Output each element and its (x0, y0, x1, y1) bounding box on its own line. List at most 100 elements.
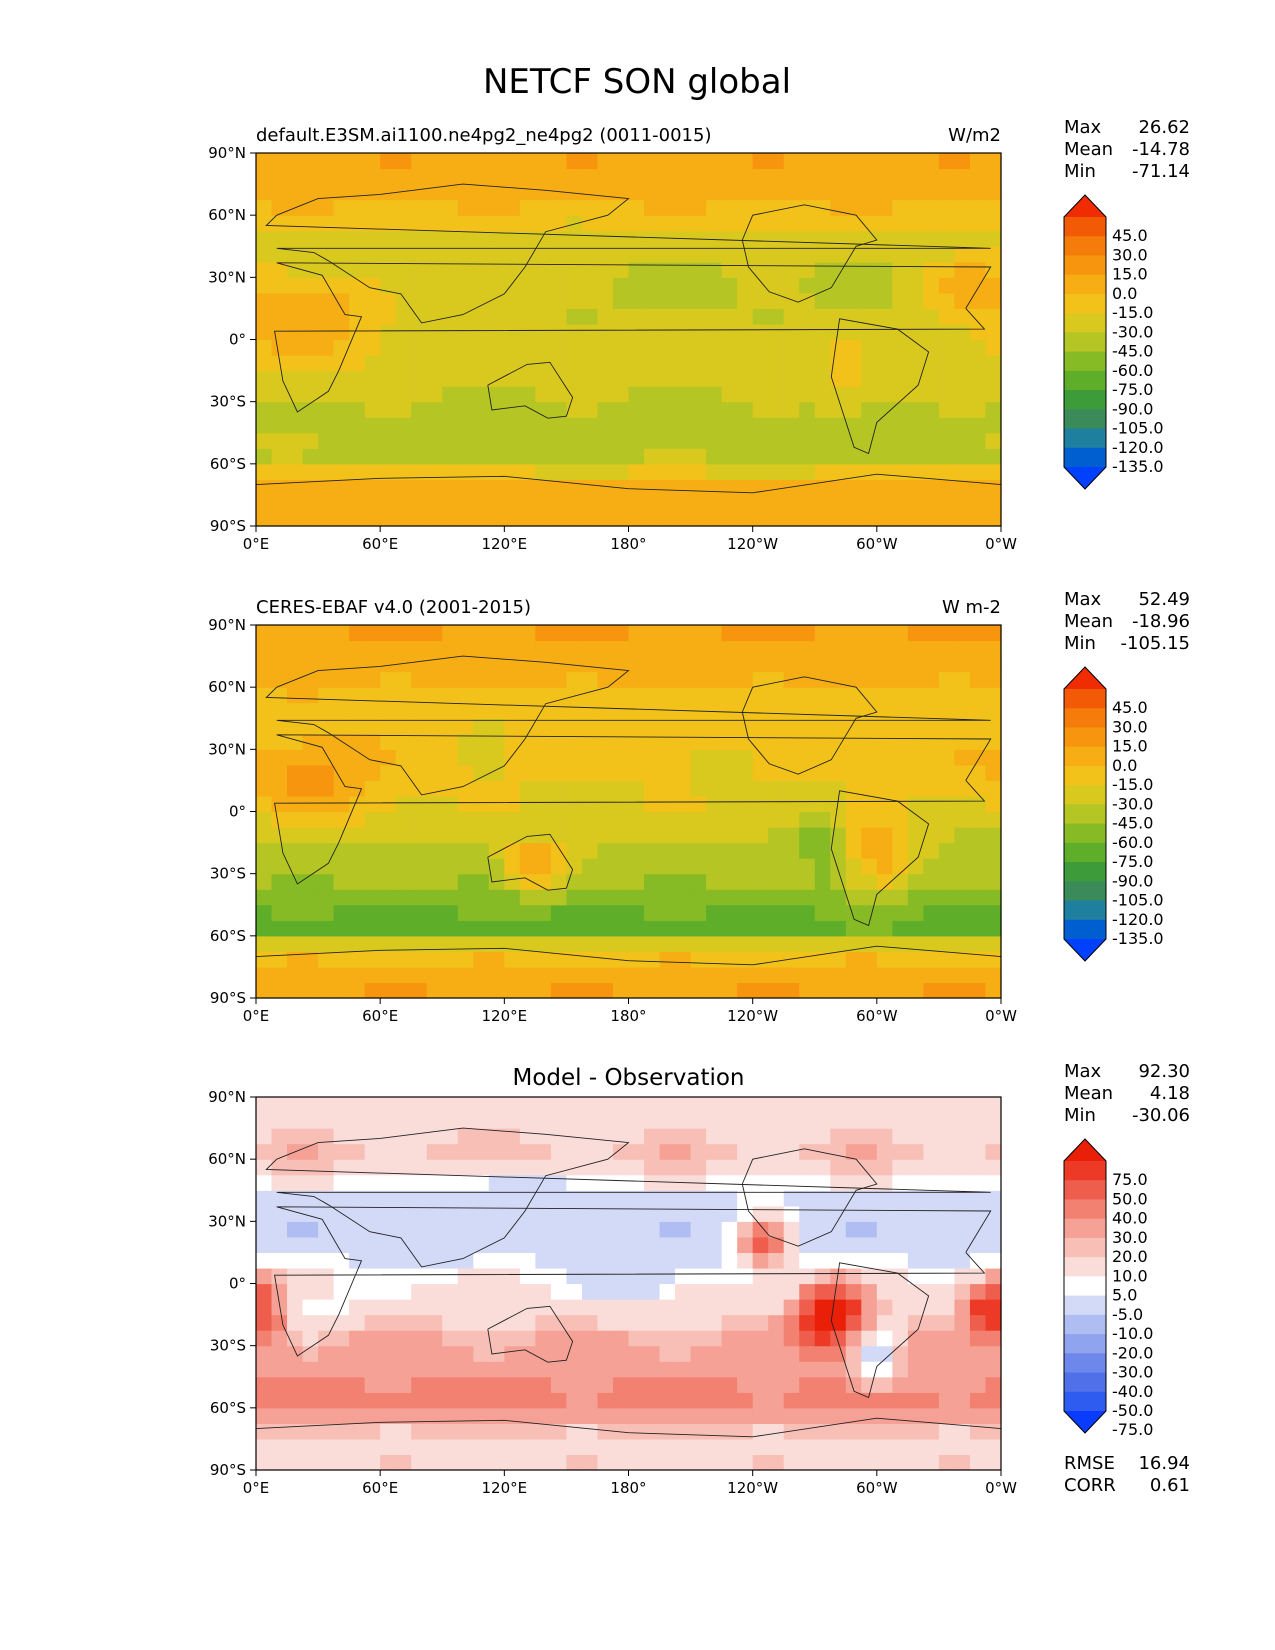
field-cell (519, 1205, 536, 1222)
field-cell (659, 1454, 676, 1471)
field-cell (333, 1361, 350, 1378)
field-cell (426, 355, 443, 372)
field-cell (597, 1159, 614, 1176)
field-cell (876, 702, 893, 719)
field-cell (349, 1330, 366, 1347)
field-cell (830, 982, 847, 999)
field-cell (783, 702, 800, 719)
field-cell (907, 1112, 924, 1129)
field-cell (349, 448, 366, 465)
field-cell (566, 1376, 583, 1393)
field-cell (287, 1423, 304, 1440)
field-cell (721, 448, 738, 465)
field-cell (473, 656, 490, 673)
field-cell (830, 656, 847, 673)
field-cell (954, 904, 971, 921)
field-cell (923, 417, 940, 434)
field-cell (581, 827, 599, 844)
field-cell (473, 1205, 490, 1222)
field-cell (690, 982, 707, 999)
field-cell (395, 1097, 412, 1114)
field-cell (675, 153, 692, 170)
field-cell (799, 1159, 816, 1176)
field-cell (488, 510, 505, 527)
field-cell (907, 355, 924, 372)
field-cell (519, 951, 536, 968)
field-cell (799, 417, 816, 434)
field-cell (721, 292, 738, 310)
field-cell (581, 842, 599, 859)
field-cell (566, 230, 583, 247)
field-cell (892, 1283, 909, 1300)
field-cell (504, 920, 521, 937)
field-cell (938, 1407, 956, 1424)
field-cell (907, 764, 924, 782)
field-cell (644, 1128, 661, 1145)
field-cell (581, 687, 599, 704)
field-cell (566, 246, 583, 263)
field-cell (597, 168, 614, 185)
field-cell (814, 656, 831, 673)
field-cell (302, 889, 319, 906)
field-cell (690, 780, 707, 797)
field-cell (721, 951, 738, 968)
field-cell (550, 339, 568, 356)
field-cell (706, 1097, 723, 1114)
field-cell (550, 277, 568, 294)
field-cell (799, 1097, 816, 1114)
field-cell (737, 982, 754, 999)
colorbar-tick-label: -75.0 (1112, 380, 1153, 399)
y-tick-label: 90°S (210, 1461, 246, 1479)
field-cell (737, 780, 754, 797)
field-cell (457, 355, 474, 372)
field-cell (519, 292, 536, 310)
field-cell (333, 1345, 350, 1362)
field-cell (612, 1190, 630, 1207)
field-cell (938, 308, 956, 325)
field-cell (442, 1376, 459, 1393)
field-cell (581, 215, 599, 232)
field-cell (752, 842, 769, 859)
field-cell (830, 951, 847, 968)
field-cell (581, 1330, 599, 1347)
field-cell (675, 417, 692, 434)
field-cell (799, 323, 816, 341)
field-cell (612, 671, 630, 688)
field-cell (426, 463, 443, 480)
field-cell (442, 323, 459, 341)
field-cell (256, 687, 273, 704)
field-cell (737, 199, 754, 216)
field-cell (752, 1361, 769, 1378)
field-cell (876, 640, 893, 657)
field-cell (721, 780, 738, 797)
coastline (255, 473, 1002, 494)
field-cell (612, 1423, 630, 1440)
field-cell (550, 795, 568, 813)
field-cell (876, 1097, 893, 1114)
field-cell (457, 982, 474, 999)
field-cell (675, 386, 692, 403)
field-cell (659, 920, 676, 937)
field-cell (892, 1112, 909, 1129)
field-cell (504, 510, 521, 527)
field-cell (426, 1392, 443, 1409)
field-cell (411, 215, 428, 232)
field-cell (612, 951, 630, 968)
field-cell (721, 671, 738, 688)
field-cell (907, 795, 924, 813)
field-cell (628, 951, 645, 968)
field-cell (364, 339, 381, 356)
field-cell (395, 640, 412, 657)
field-cell (473, 827, 490, 844)
field-cell (892, 401, 909, 418)
field-cell (581, 764, 599, 782)
field-cell (969, 904, 987, 921)
field-cell (892, 339, 909, 356)
field-cell (783, 1314, 800, 1331)
field-cell (271, 1236, 288, 1254)
coastlines (255, 655, 1002, 966)
field-cell (876, 718, 893, 735)
field-cell (644, 718, 661, 735)
field-cell (690, 432, 707, 449)
field-cell (969, 184, 987, 201)
